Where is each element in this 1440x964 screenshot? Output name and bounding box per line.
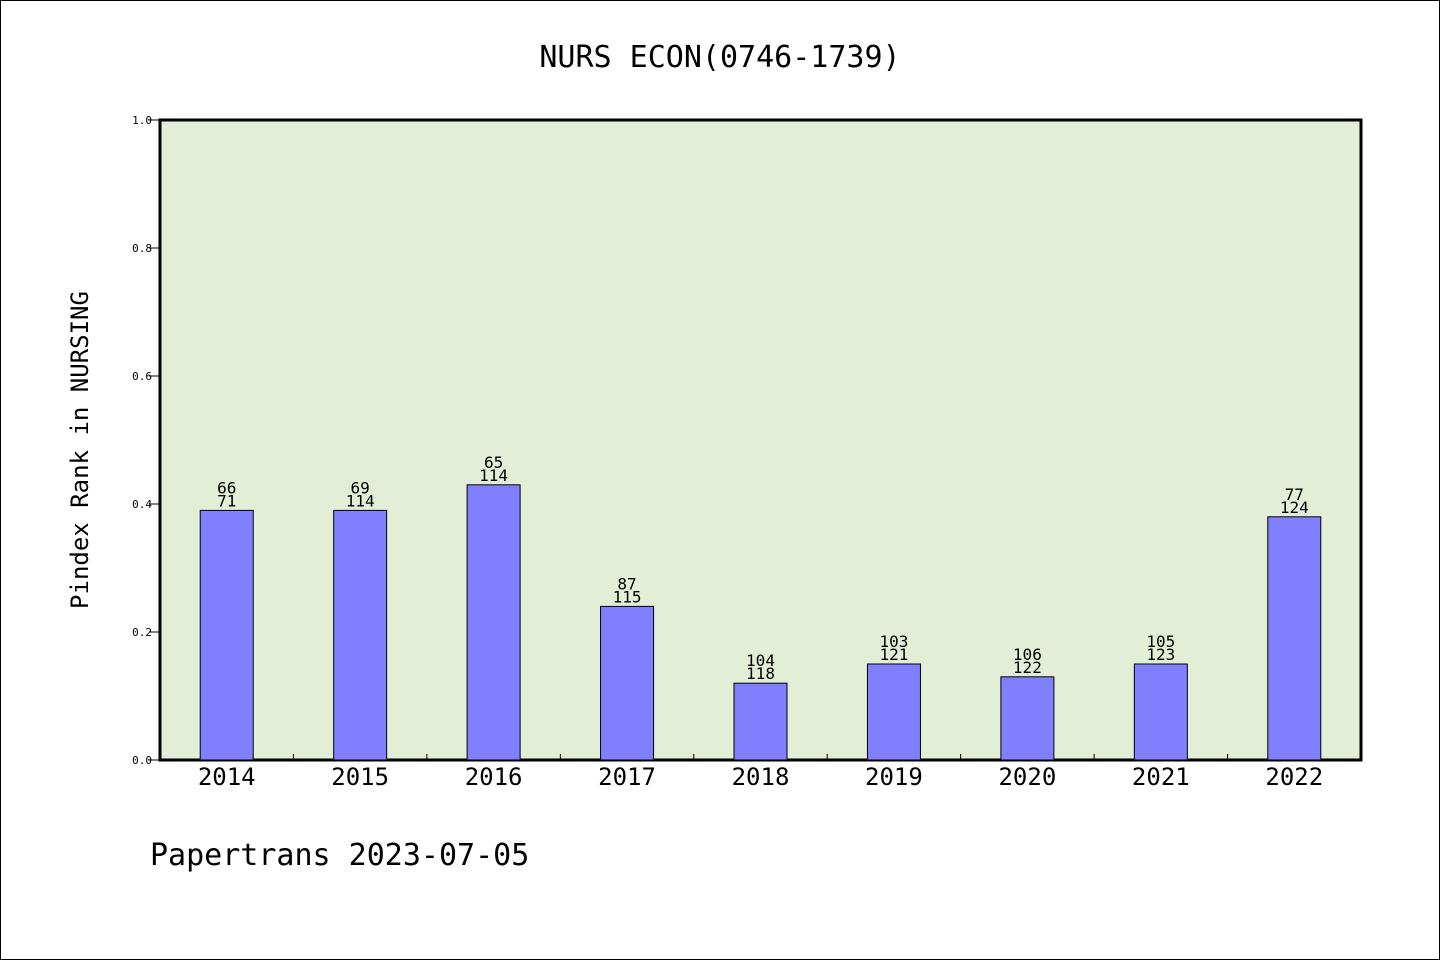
y-axis-label: Pindex Rank in NURSING xyxy=(66,291,94,609)
x-tick-label-2019: 2019 xyxy=(865,763,923,791)
bar-2015 xyxy=(333,509,388,761)
bar-label-top-2018: 104 xyxy=(746,651,775,670)
bar-label-bottom-2022: 124 xyxy=(1280,498,1309,517)
bar-label-top-2016: 65 xyxy=(484,453,503,472)
bar-label-bottom-2020: 122 xyxy=(1013,658,1042,677)
x-tick-label-2014: 2014 xyxy=(198,763,256,791)
bar-label-bottom-2019: 121 xyxy=(879,645,908,664)
y-tick-label: 1.0 xyxy=(132,114,152,127)
y-tick-label: 0.8 xyxy=(132,242,152,255)
bar-2014 xyxy=(199,509,254,761)
bar-label-bottom-2016: 114 xyxy=(479,466,508,485)
x-tick-label-2021: 2021 xyxy=(1132,763,1190,791)
bar-label-top-2021: 105 xyxy=(1146,632,1175,651)
bar-label-top-2015: 69 xyxy=(351,478,370,497)
bar-2017 xyxy=(600,605,655,761)
y-axis-ticks: 0.0 0.2 0.4 0.6 0.8 1.0 xyxy=(132,114,160,767)
x-tick-label-2018: 2018 xyxy=(732,763,790,791)
footer-text: Papertrans 2023-07-05 xyxy=(150,838,529,873)
bar-label-top-2014: 66 xyxy=(217,478,236,497)
bar-label-bottom-2015: 114 xyxy=(346,491,375,510)
x-tick-label-2020: 2020 xyxy=(998,763,1056,791)
x-tick-label-2016: 2016 xyxy=(465,763,523,791)
bar-label-bottom-2014: 71 xyxy=(217,491,236,510)
bar-label-top-2022: 77 xyxy=(1285,485,1304,504)
x-tick-label-2022: 2022 xyxy=(1265,763,1323,791)
bar-label-bottom-2021: 123 xyxy=(1146,645,1175,664)
bar-label-bottom-2018: 118 xyxy=(746,664,775,683)
bar-label-top-2017: 87 xyxy=(617,574,636,593)
chart-title: NURS ECON(0746-1739) xyxy=(539,40,900,75)
y-tick-label: 0.4 xyxy=(132,498,152,511)
y-tick-label: 0.0 xyxy=(132,754,152,767)
bar-2020 xyxy=(1000,676,1055,761)
x-axis-ticks: 2014 2015 2016 2017 2018 2019 2020 2021 2022 xyxy=(198,754,1323,791)
bar-2019 xyxy=(866,663,921,761)
bar-label-bottom-2017: 115 xyxy=(613,587,642,606)
bar-label-top-2019: 103 xyxy=(879,632,908,651)
y-tick-label: 0.6 xyxy=(132,370,152,383)
bar-2021 xyxy=(1133,663,1188,761)
bar-label-top-2020: 106 xyxy=(1013,645,1042,664)
y-tick-label: 0.2 xyxy=(132,626,152,639)
bar-2016 xyxy=(466,484,521,761)
bar-2018 xyxy=(733,682,788,761)
bar-2022 xyxy=(1267,516,1322,761)
x-tick-label-2017: 2017 xyxy=(598,763,656,791)
x-tick-label-2015: 2015 xyxy=(331,763,389,791)
